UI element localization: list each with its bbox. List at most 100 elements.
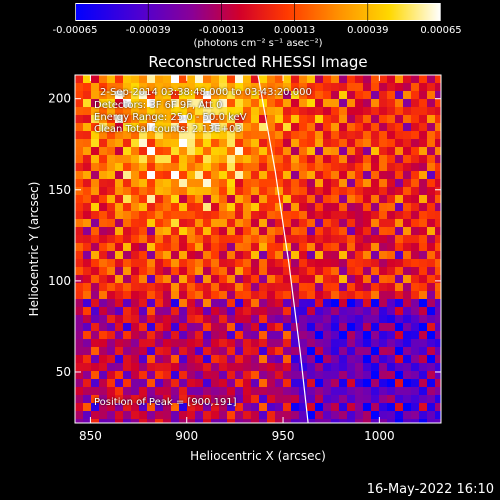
heatmap-cell — [91, 291, 99, 299]
heatmap-cell — [371, 163, 379, 171]
heatmap-cell — [179, 403, 187, 411]
heatmap-cell — [251, 75, 259, 83]
heatmap-cell — [363, 347, 371, 355]
heatmap-cell — [195, 211, 203, 219]
heatmap-cell — [371, 99, 379, 107]
heatmap-cell — [203, 195, 211, 203]
heatmap-cell — [139, 99, 147, 107]
heatmap-cell — [243, 243, 251, 251]
heatmap-cell — [419, 107, 427, 115]
heatmap-cell — [435, 107, 441, 115]
heatmap-cell — [363, 395, 371, 403]
heatmap-cell — [139, 123, 147, 131]
heatmap-cell — [107, 339, 115, 347]
heatmap-cell — [339, 323, 347, 331]
heatmap-cell — [83, 171, 91, 179]
heatmap-cell — [179, 323, 187, 331]
heatmap-cell — [155, 299, 163, 307]
heatmap-cell — [307, 211, 315, 219]
heatmap-cell — [139, 131, 147, 139]
heatmap-cell — [115, 147, 123, 155]
heatmap-cell — [203, 355, 211, 363]
heatmap-cell — [147, 259, 155, 267]
heatmap-cell — [339, 147, 347, 155]
heatmap-cell — [403, 227, 411, 235]
heatmap-cell — [235, 403, 243, 411]
heatmap-cell — [315, 123, 323, 131]
heatmap-cell — [419, 155, 427, 163]
heatmap-cell — [323, 139, 331, 147]
heatmap-cell — [411, 91, 419, 99]
heatmap-cell — [403, 291, 411, 299]
heatmap-cell — [275, 363, 283, 371]
heatmap-cell — [331, 131, 339, 139]
heatmap-cell — [267, 283, 275, 291]
heatmap-cell — [235, 91, 243, 99]
heatmap-cell — [163, 179, 171, 187]
heatmap-cell — [235, 139, 243, 147]
heatmap-cell — [235, 371, 243, 379]
heatmap-cell — [387, 267, 395, 275]
heatmap-cell — [179, 195, 187, 203]
heatmap-cell — [427, 235, 435, 243]
heatmap-cell — [115, 195, 123, 203]
heatmap-cell — [299, 171, 307, 179]
heatmap-cell — [171, 299, 179, 307]
heatmap-cell — [219, 267, 227, 275]
heatmap-cell — [339, 115, 347, 123]
heatmap-cell — [275, 91, 283, 99]
heatmap-cell — [395, 131, 403, 139]
heatmap-cell — [363, 419, 371, 423]
heatmap-cell — [99, 355, 107, 363]
heatmap-cell — [147, 363, 155, 371]
heatmap-cell — [99, 403, 107, 411]
heatmap-cell — [387, 291, 395, 299]
heatmap-cell — [91, 363, 99, 371]
heatmap-cell — [131, 299, 139, 307]
heatmap-cell — [251, 283, 259, 291]
heatmap-cell — [83, 219, 91, 227]
heatmap-cell — [235, 243, 243, 251]
heatmap-cell — [435, 123, 441, 131]
heatmap-cell — [243, 347, 251, 355]
heatmap-cell — [139, 227, 147, 235]
heatmap-cell — [371, 403, 379, 411]
heatmap-cell — [219, 339, 227, 347]
heatmap-cell — [75, 251, 83, 259]
heatmap-cell — [171, 115, 179, 123]
heatmap-cell — [115, 419, 123, 423]
heatmap-cell — [227, 163, 235, 171]
heatmap-cell — [131, 411, 139, 419]
heatmap-cell — [91, 147, 99, 155]
heatmap-cell — [355, 171, 363, 179]
heatmap-cell — [427, 363, 435, 371]
heatmap-cell — [379, 219, 387, 227]
heatmap-cell — [435, 411, 441, 419]
heatmap-cell — [419, 299, 427, 307]
heatmap-cell — [115, 379, 123, 387]
heatmap-cell — [435, 139, 441, 147]
heatmap-cell — [75, 283, 83, 291]
heatmap-cell — [371, 227, 379, 235]
heatmap-cell — [331, 283, 339, 291]
heatmap-cell — [331, 123, 339, 131]
heatmap-cell — [99, 371, 107, 379]
heatmap-cell — [275, 251, 283, 259]
heatmap-cell — [355, 411, 363, 419]
heatmap-cell — [259, 211, 267, 219]
heatmap-cell — [251, 267, 259, 275]
heatmap-cell — [235, 179, 243, 187]
heatmap-cell — [299, 323, 307, 331]
heatmap-cell — [283, 403, 291, 411]
heatmap-cell — [187, 355, 195, 363]
heatmap-cell — [419, 283, 427, 291]
heatmap-cell — [155, 211, 163, 219]
heatmap-cell — [123, 219, 131, 227]
heatmap-cell — [227, 171, 235, 179]
heatmap-cell — [83, 251, 91, 259]
heatmap-cell — [171, 163, 179, 171]
heatmap-cell — [171, 211, 179, 219]
heatmap-cell — [291, 291, 299, 299]
heatmap-cell — [75, 371, 83, 379]
heatmap-cell — [307, 411, 315, 419]
